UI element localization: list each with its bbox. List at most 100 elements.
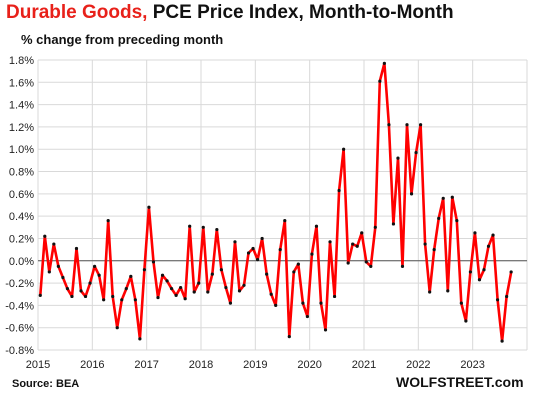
y-tick-label: 0.6% [9,189,34,201]
data-point [201,225,205,229]
data-point [274,303,278,307]
data-point [115,326,119,330]
chart-subtitle: % change from preceding month [21,32,224,47]
data-point [346,261,350,265]
data-point [74,246,79,251]
data-point [332,294,337,299]
data-point [473,231,477,235]
data-point [446,289,450,293]
y-axis-ticks: -0.8% -0.6% -0.4% -0.2% 0.0% 0.2% 0.4% 0.6% 0.8%… [5,55,34,357]
data-point [351,242,355,246]
x-tick-label: 2017 [134,359,158,371]
data-point [242,283,246,287]
x-tick-label: 2022 [406,359,430,371]
data-point [255,258,260,262]
y-tick-label: 1.0% [9,144,34,156]
y-tick-label: -0.8% [5,345,34,357]
data-point [129,274,133,278]
data-point [174,293,178,297]
data-point [197,281,201,285]
data-point [400,264,405,268]
data-point [301,301,305,305]
data-point [147,205,151,209]
x-tick-label: 2019 [243,359,267,371]
x-tick-label: 2023 [460,359,484,371]
data-point [165,279,169,283]
data-point [409,192,414,196]
data-point [486,244,491,248]
data-point [56,264,60,268]
data-point [355,244,359,248]
data-point [360,231,364,235]
data-point [296,262,300,266]
data-point [428,290,432,294]
data-point [378,79,382,83]
data-point [246,251,251,255]
data-point [47,270,51,274]
data-point [169,287,174,291]
y-tick-label: 0.0% [9,256,34,268]
data-point [319,301,323,305]
data-point [468,270,473,274]
data-point [106,219,110,223]
data-point [61,275,65,280]
data-point [369,264,373,268]
y-tick-label: 1.8% [9,55,34,67]
data-point [260,236,264,241]
data-point [278,248,282,252]
data-point [120,298,124,302]
data-point [500,339,504,343]
data-point [52,242,56,246]
data-point [224,285,228,290]
data-point [97,273,101,277]
data-point [477,278,482,282]
data-point [133,298,137,302]
x-tick-label: 2021 [352,359,376,371]
data-point [65,287,70,291]
data-point [455,219,459,223]
x-tick-label: 2020 [297,359,321,371]
data-point [459,301,463,305]
data-point [38,293,42,297]
y-tick-label: 1.6% [9,77,34,89]
chart-title-highlight: Durable Goods, [6,2,148,23]
x-tick-label: 2016 [80,359,104,371]
grid-lines [37,59,528,351]
data-point [265,272,269,276]
brand-logo-text: WOLFSTREET.com [396,374,524,390]
y-tick-label: 0.8% [9,167,34,179]
data-point [228,301,233,305]
data-point [269,292,273,296]
data-point [151,260,156,264]
data-point [138,337,142,341]
chart-title: Durable Goods, PCE Price Index, Month-to… [6,2,454,24]
data-point [233,240,237,244]
data-point [337,188,341,193]
y-tick-label: 0.4% [9,211,34,223]
data-point [70,294,74,299]
data-point [292,270,296,274]
x-tick-label: 2015 [26,359,50,371]
data-point [464,319,468,323]
series-points [38,61,513,343]
y-tick-label: -0.6% [5,323,34,335]
data-point [364,260,368,264]
data-point [305,314,310,319]
data-point [219,268,223,272]
data-point [79,289,83,293]
data-point [342,147,346,151]
data-point [432,248,436,252]
data-point [43,234,47,238]
data-point [505,294,509,299]
data-point [482,268,486,272]
data-point [160,273,165,277]
x-tick-label: 2018 [189,359,213,371]
data-point [323,328,328,332]
data-point [387,123,391,127]
data-point [382,61,386,65]
data-point [92,264,97,268]
data-point [183,297,187,301]
data-point [83,294,88,299]
data-point [124,287,128,291]
data-point [373,225,377,229]
